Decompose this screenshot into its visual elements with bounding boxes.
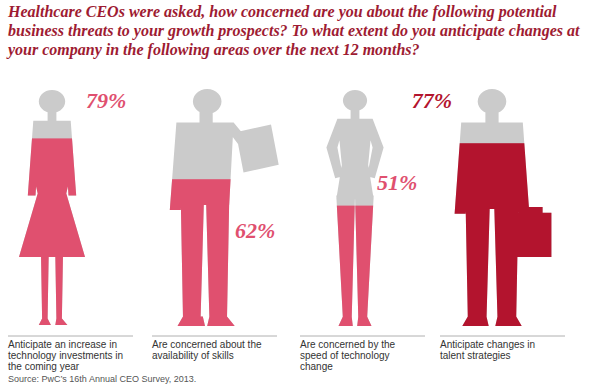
bar bbox=[412, 143, 572, 328]
text-line: your company in the following areas over… bbox=[6, 41, 420, 59]
divider bbox=[8, 336, 133, 337]
bar bbox=[125, 179, 285, 328]
text-line: business threats to your growth prospect… bbox=[8, 22, 580, 40]
figure-fill bbox=[412, 143, 572, 328]
plot-area bbox=[0, 89, 572, 328]
figure bbox=[125, 89, 285, 328]
divider bbox=[152, 336, 277, 337]
text-line: speed of technology bbox=[300, 350, 390, 361]
labels: 79% Anticipate an increase intechnology i… bbox=[8, 88, 565, 372]
chart: Healthcare CEOs were asked, how concerne… bbox=[0, 0, 600, 386]
figure bbox=[0, 90, 132, 328]
data-label: 77% bbox=[412, 88, 452, 113]
text-line: change bbox=[300, 361, 333, 372]
data-label: 62% bbox=[235, 218, 275, 243]
data-label: 51% bbox=[377, 170, 417, 195]
text-line: Are concerned by the bbox=[300, 339, 395, 350]
text-line: Anticipate an increase in bbox=[8, 339, 117, 350]
chart-title: Healthcare CEOs were asked, how concerne… bbox=[6, 3, 580, 59]
category-label: Anticipate changes intalent strategies bbox=[440, 339, 535, 361]
text-line: Are concerned about the bbox=[152, 339, 262, 350]
divider bbox=[440, 336, 565, 337]
text-line: availability of skills bbox=[152, 350, 234, 361]
text-line: technology investments in bbox=[8, 350, 123, 361]
source-note: Source: PwC’s 16th Annual CEO Survey, 20… bbox=[8, 374, 196, 384]
figure-fill bbox=[0, 138, 132, 328]
figure bbox=[412, 89, 572, 328]
figure-silhouette bbox=[326, 90, 383, 326]
bar bbox=[275, 206, 435, 328]
bar bbox=[0, 138, 132, 328]
text-line: Healthcare CEOs were asked, how concerne… bbox=[7, 3, 557, 21]
text-line: the coming year bbox=[8, 361, 80, 372]
category-label: Are concerned by thespeed of technologyc… bbox=[300, 339, 395, 372]
figure-fill bbox=[125, 179, 285, 328]
category-label: Anticipate an increase intechnology inve… bbox=[8, 339, 123, 372]
text-line: talent strategies bbox=[440, 350, 511, 361]
divider bbox=[300, 336, 425, 337]
text-line: Anticipate changes in bbox=[440, 339, 535, 350]
figure-fill bbox=[275, 206, 435, 328]
figure bbox=[275, 90, 435, 328]
data-label: 79% bbox=[86, 88, 126, 113]
category-label: Are concerned about theavailability of s… bbox=[152, 339, 262, 361]
